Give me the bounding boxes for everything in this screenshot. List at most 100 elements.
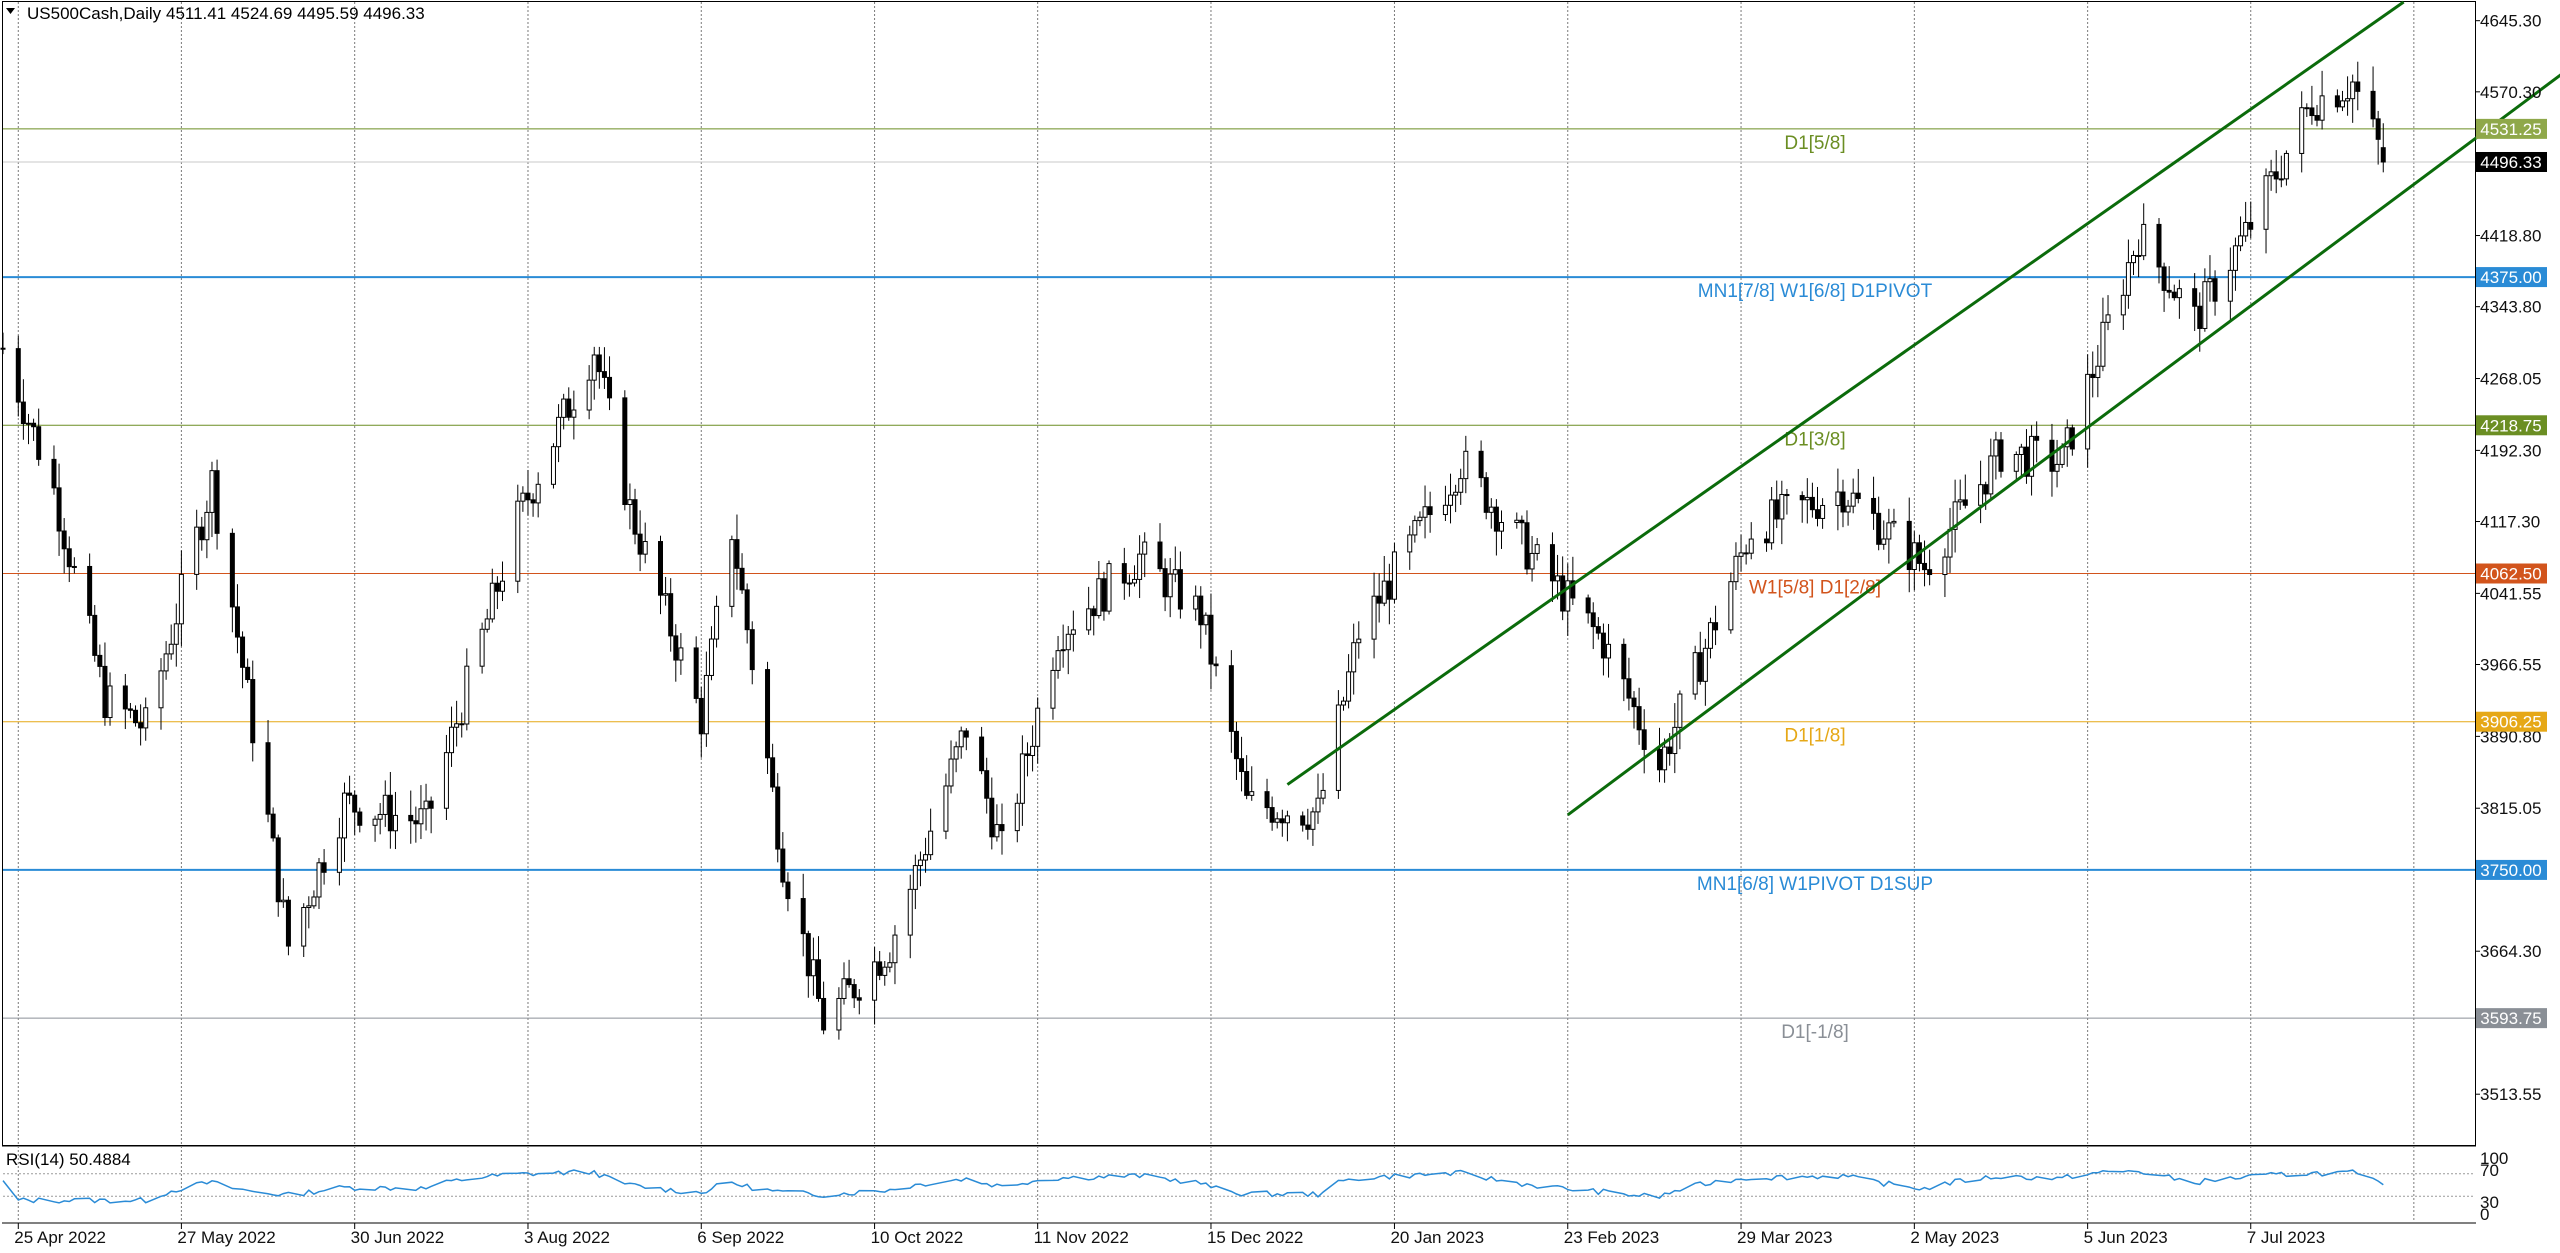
candle xyxy=(102,642,108,726)
candle xyxy=(734,514,740,590)
candle xyxy=(1662,738,1668,783)
candle xyxy=(856,989,862,1015)
candle xyxy=(122,673,128,730)
candle xyxy=(1142,532,1148,578)
candle xyxy=(1463,435,1469,494)
time-tick-label: 29 Mar 2023 xyxy=(1737,1228,1832,1247)
channel-line-upper[interactable] xyxy=(1286,0,2405,786)
candle xyxy=(1157,523,1163,572)
price-tick-label: 4418.80 xyxy=(2480,227,2541,246)
candle xyxy=(800,873,806,957)
candle xyxy=(1871,476,1877,530)
candle xyxy=(2248,201,2254,239)
candle xyxy=(1315,773,1321,824)
candle xyxy=(2380,123,2386,173)
candle xyxy=(1371,572,1377,659)
candle xyxy=(535,472,541,518)
candle xyxy=(1891,508,1897,528)
candle xyxy=(2136,239,2142,278)
candle xyxy=(1132,565,1138,587)
candle xyxy=(2125,239,2131,309)
candle xyxy=(387,771,393,849)
candle xyxy=(1743,544,1749,565)
candle xyxy=(520,486,526,512)
candle xyxy=(1274,812,1280,829)
candle xyxy=(1096,561,1102,619)
candle xyxy=(127,702,133,719)
candle xyxy=(1060,624,1066,668)
candle xyxy=(1335,690,1341,799)
candle xyxy=(912,854,918,910)
candle xyxy=(1820,498,1826,529)
time-tick-label: 7 Jul 2023 xyxy=(2247,1228,2325,1247)
candle xyxy=(1019,735,1025,826)
candle xyxy=(1534,537,1540,561)
candle xyxy=(1340,696,1346,711)
candle xyxy=(1942,548,1948,598)
candle xyxy=(586,365,592,420)
candle xyxy=(0,332,6,355)
symbol-label: US500Cash,Daily xyxy=(27,4,162,23)
chevron-down-icon[interactable] xyxy=(6,8,15,14)
candle xyxy=(428,796,434,834)
candle xyxy=(836,987,842,1040)
candle xyxy=(229,528,235,633)
level-label: D1[3/8] xyxy=(1784,429,1845,450)
candle xyxy=(2171,284,2177,301)
candle xyxy=(408,790,414,844)
candle xyxy=(158,658,164,730)
candle xyxy=(1065,625,1071,675)
candle xyxy=(1478,440,1484,488)
candle xyxy=(907,874,913,959)
candle xyxy=(887,952,893,973)
candle xyxy=(1764,531,1770,552)
price-tick-label: 4117.30 xyxy=(2480,513,2540,532)
candle xyxy=(1707,617,1713,659)
candle xyxy=(1483,472,1489,520)
candle xyxy=(234,584,240,654)
candle xyxy=(663,576,669,606)
candle xyxy=(550,443,556,489)
candle xyxy=(596,346,602,389)
candle xyxy=(2339,90,2345,112)
candle xyxy=(561,393,567,430)
candle xyxy=(622,390,628,511)
candle xyxy=(1498,510,1504,549)
candle xyxy=(1320,773,1326,805)
candle xyxy=(285,896,291,956)
candle xyxy=(1748,522,1754,560)
candle xyxy=(1014,793,1020,843)
time-axis[interactable]: 25 Apr 2022 27 May 2022 30 Jun 2022 3 Aug 2… xyxy=(14,1223,2325,1247)
candle xyxy=(2227,247,2233,321)
candle xyxy=(163,641,169,680)
level-price-badge-text: 3906.25 xyxy=(2480,713,2541,732)
current-price-badge-text: 4496.33 xyxy=(2480,153,2541,172)
candle xyxy=(1172,546,1178,583)
candle xyxy=(245,658,251,683)
candle xyxy=(673,624,679,682)
candle xyxy=(25,413,31,445)
time-tick-label: 23 Feb 2023 xyxy=(1564,1228,1659,1247)
price-tick-label: 4343.80 xyxy=(2480,298,2541,317)
candle xyxy=(2141,203,2147,261)
candle xyxy=(1208,593,1214,690)
level-price-badge xyxy=(2476,1008,2547,1029)
candle xyxy=(209,461,215,538)
candle xyxy=(204,500,210,559)
candle xyxy=(2232,237,2238,291)
candle xyxy=(1488,498,1494,529)
candle xyxy=(1814,486,1820,527)
candle xyxy=(316,857,322,910)
candle xyxy=(97,644,103,678)
price-axis[interactable]: 4645.30 4570.30 4418.80 4343.80 4268.05 4192.… xyxy=(2475,12,2547,1224)
candle xyxy=(2166,266,2172,299)
candle xyxy=(306,896,312,929)
time-tick-label: 10 Oct 2022 xyxy=(871,1228,964,1247)
candle xyxy=(454,700,460,747)
rsi-line xyxy=(2,1169,2384,1204)
candle xyxy=(1606,623,1612,678)
price-tick-label: 3815.05 xyxy=(2480,799,2541,818)
level-price-badge-text: 3750.00 xyxy=(2480,861,2541,880)
candle xyxy=(1881,520,1887,550)
candle xyxy=(1713,605,1719,646)
